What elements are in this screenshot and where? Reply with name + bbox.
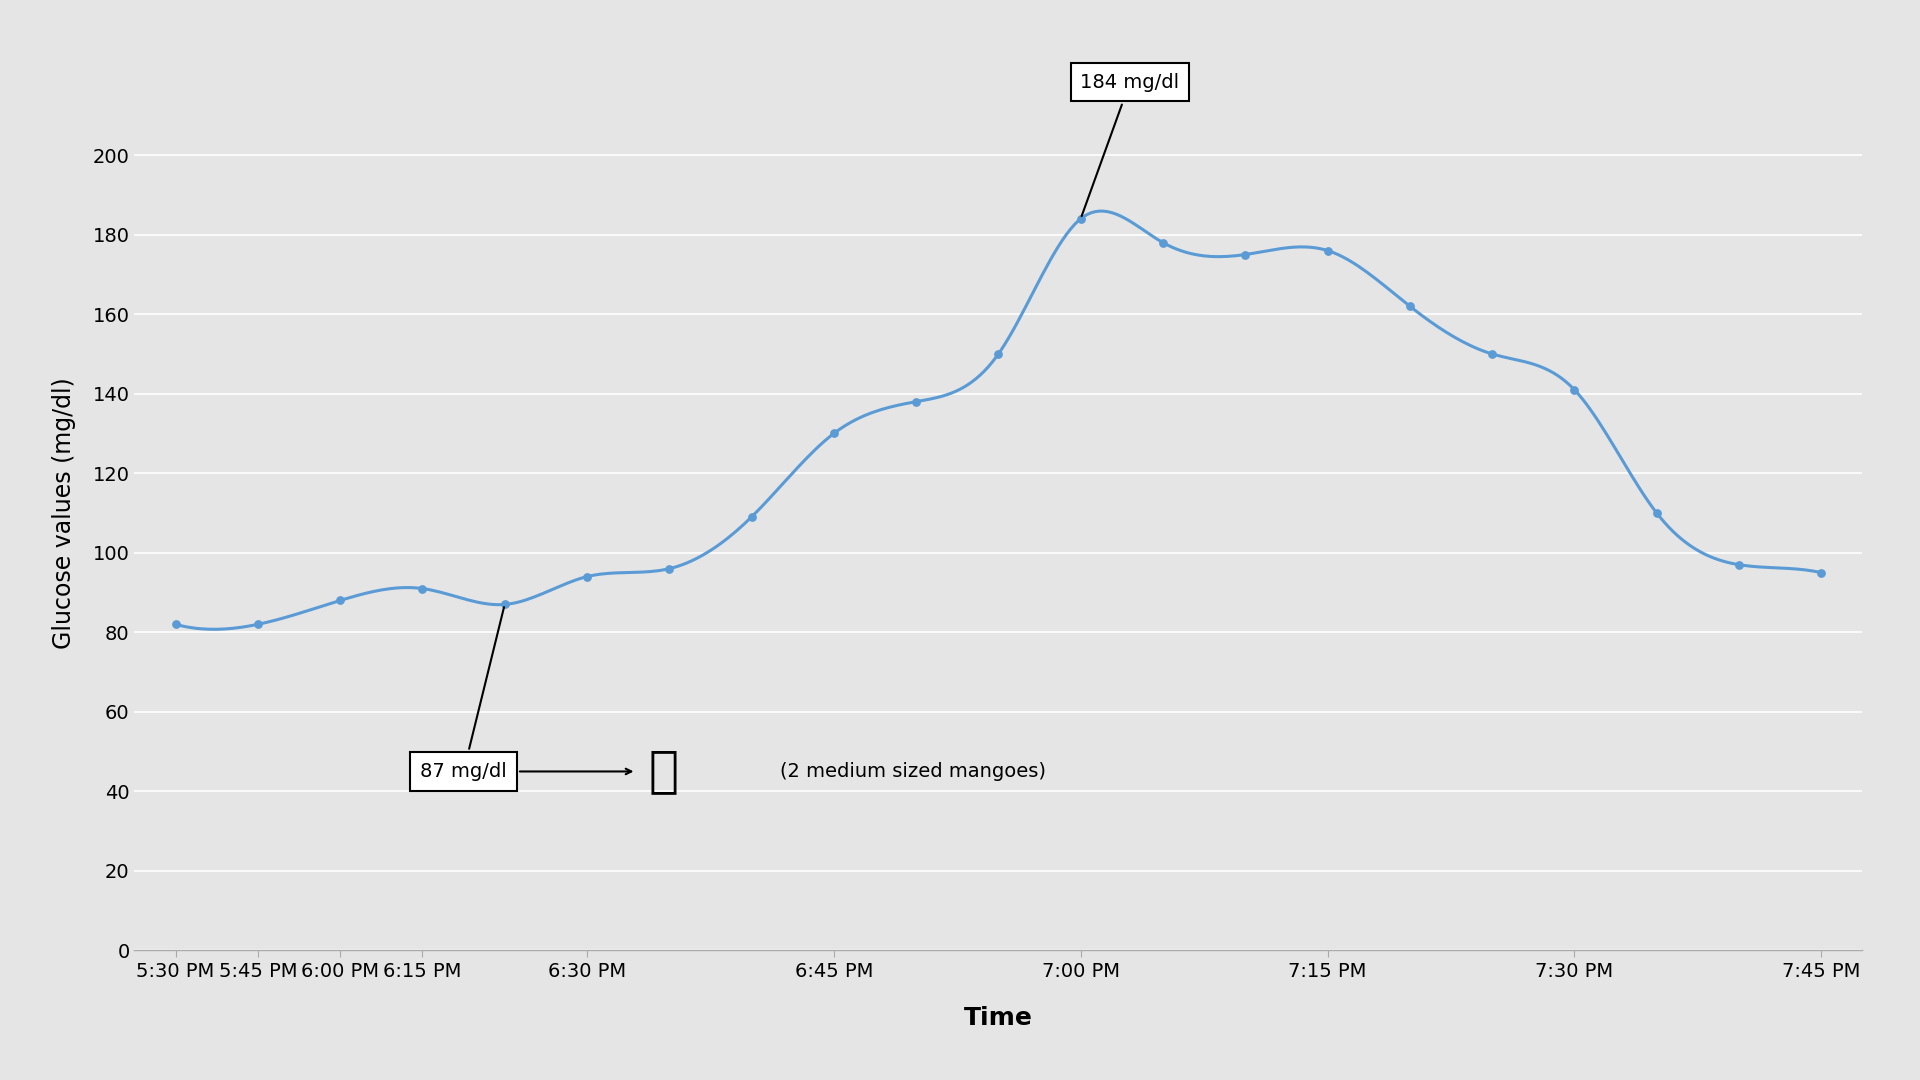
X-axis label: Time: Time	[964, 1007, 1033, 1030]
Point	[1559, 381, 1590, 399]
Point	[1148, 234, 1179, 252]
Point	[655, 561, 685, 578]
Text: 87 mg/dl: 87 mg/dl	[420, 607, 507, 781]
Point	[572, 568, 603, 585]
Text: (2 medium sized mangoes): (2 medium sized mangoes)	[780, 762, 1046, 781]
Point	[324, 592, 355, 609]
Point	[242, 616, 273, 633]
Point	[407, 580, 438, 597]
Point	[159, 616, 190, 633]
Point	[735, 509, 766, 526]
Text: 184 mg/dl: 184 mg/dl	[1081, 72, 1179, 216]
Point	[1311, 242, 1342, 259]
Point	[1642, 504, 1672, 522]
Point	[818, 424, 849, 442]
Point	[900, 393, 931, 410]
Point	[1724, 556, 1755, 573]
Point	[1807, 564, 1837, 581]
Text: 🥭: 🥭	[649, 747, 678, 796]
Point	[1476, 346, 1507, 363]
Point	[1066, 211, 1096, 228]
Point	[1394, 298, 1425, 315]
Point	[1231, 246, 1261, 264]
Point	[983, 346, 1014, 363]
Point	[490, 596, 520, 613]
Y-axis label: Glucose values (mg/dl): Glucose values (mg/dl)	[52, 377, 77, 649]
